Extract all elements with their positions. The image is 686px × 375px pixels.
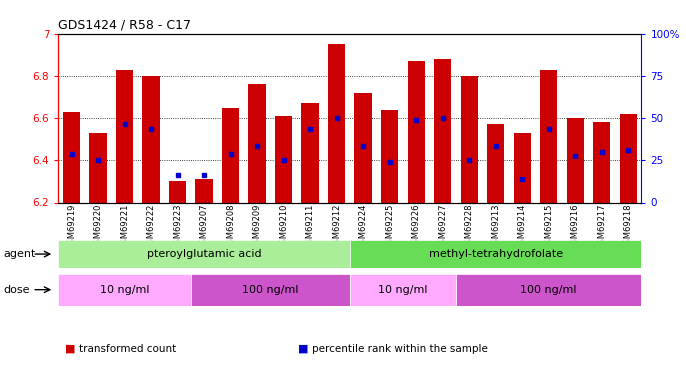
Bar bbox=[58, 274, 191, 306]
Bar bbox=[328, 44, 345, 203]
Text: percentile rank within the sample: percentile rank within the sample bbox=[312, 344, 488, 354]
Bar bbox=[514, 133, 531, 202]
Bar bbox=[191, 274, 350, 306]
Bar bbox=[350, 274, 456, 306]
Bar bbox=[456, 274, 641, 306]
Bar bbox=[619, 114, 637, 202]
Text: 10 ng/ml: 10 ng/ml bbox=[100, 285, 150, 295]
Text: 10 ng/ml: 10 ng/ml bbox=[378, 285, 427, 295]
Bar bbox=[89, 133, 107, 202]
Bar bbox=[460, 76, 477, 202]
Bar bbox=[63, 112, 80, 202]
Text: pteroylglutamic acid: pteroylglutamic acid bbox=[147, 249, 261, 259]
Bar bbox=[248, 84, 265, 203]
Bar bbox=[275, 116, 292, 202]
Bar bbox=[301, 104, 319, 202]
Text: ■: ■ bbox=[65, 344, 75, 354]
Text: agent: agent bbox=[3, 249, 36, 259]
Bar bbox=[169, 182, 186, 203]
Bar bbox=[196, 179, 213, 203]
Bar bbox=[540, 70, 557, 202]
Text: ■: ■ bbox=[298, 344, 309, 354]
Text: transformed count: transformed count bbox=[79, 344, 176, 354]
Text: 100 ng/ml: 100 ng/ml bbox=[242, 285, 298, 295]
Bar bbox=[350, 240, 641, 268]
Text: methyl-tetrahydrofolate: methyl-tetrahydrofolate bbox=[429, 249, 563, 259]
Bar bbox=[434, 59, 451, 202]
Bar bbox=[58, 240, 350, 268]
Bar bbox=[593, 122, 611, 202]
Bar bbox=[116, 70, 133, 202]
Bar bbox=[407, 61, 425, 202]
Bar bbox=[355, 93, 372, 202]
Text: dose: dose bbox=[3, 285, 30, 295]
Text: GDS1424 / R58 - C17: GDS1424 / R58 - C17 bbox=[58, 19, 191, 32]
Bar bbox=[567, 118, 584, 202]
Bar bbox=[143, 76, 160, 202]
Text: 100 ng/ml: 100 ng/ml bbox=[521, 285, 577, 295]
Bar bbox=[487, 124, 504, 202]
Bar bbox=[381, 110, 399, 202]
Bar bbox=[222, 108, 239, 202]
